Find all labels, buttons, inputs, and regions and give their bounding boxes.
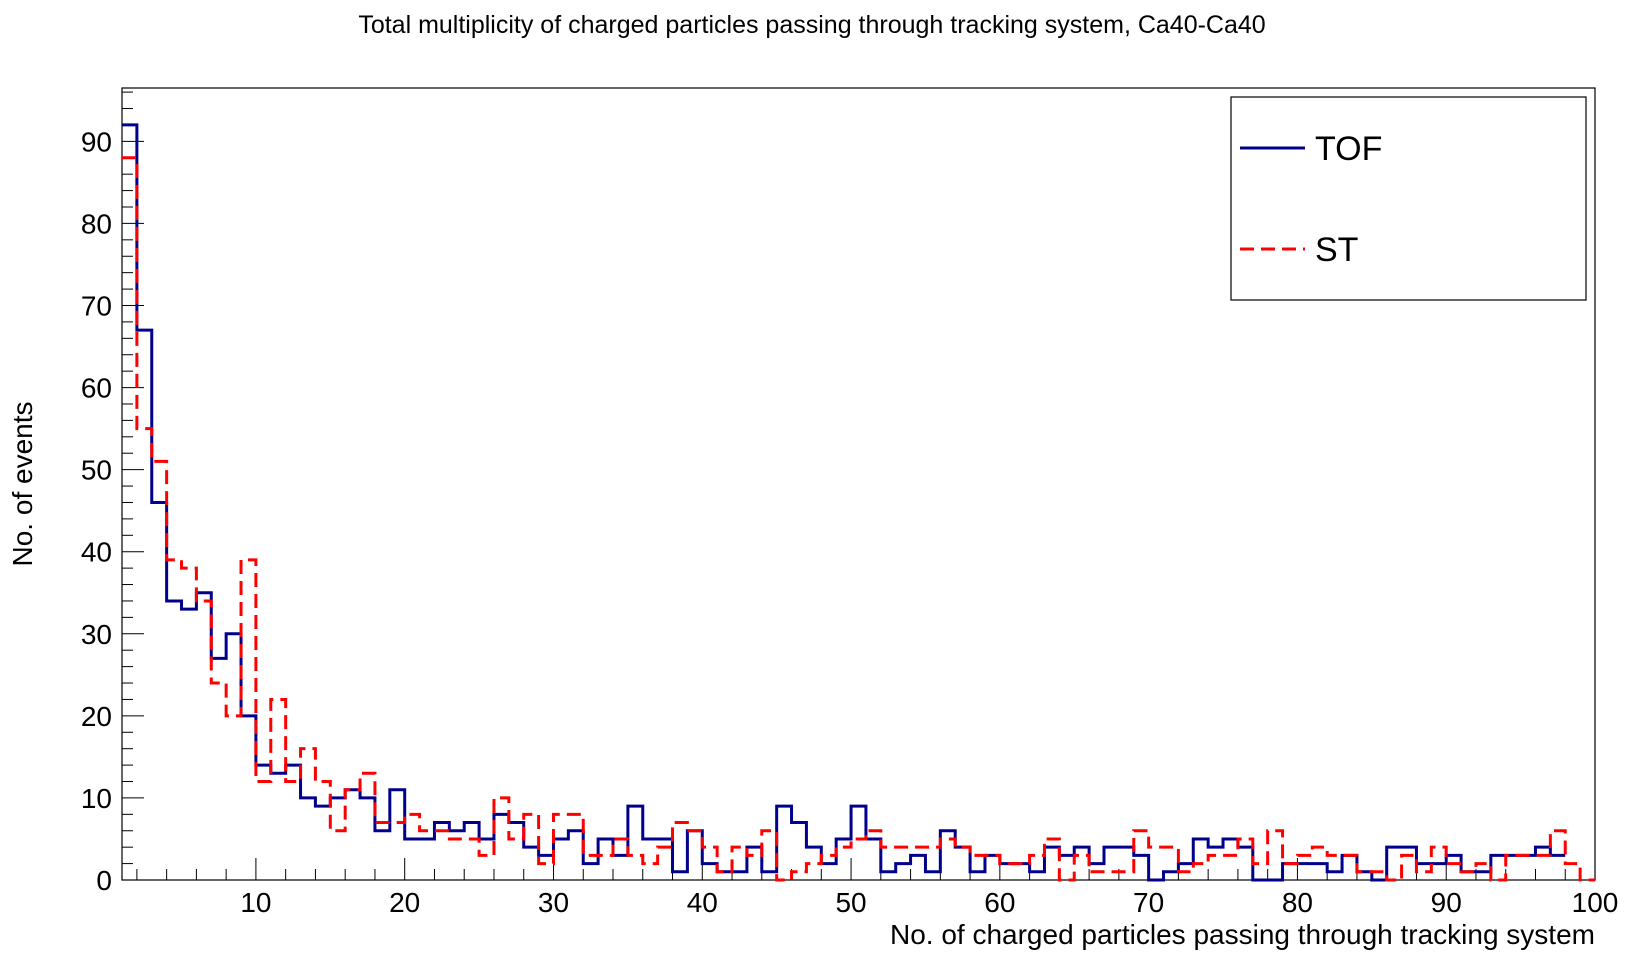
x-axis-label: No. of charged particles passing through… (890, 919, 1595, 950)
plot-frame (121, 87, 1596, 881)
y-tick-label: 10 (81, 783, 112, 814)
x-tick-label: 70 (1133, 887, 1164, 918)
x-tick-label: 60 (984, 887, 1015, 918)
y-tick-label: 50 (81, 455, 112, 486)
y-tick-label: 0 (96, 865, 112, 896)
y-tick-labels: 0 10 20 30 40 50 60 70 80 90 (81, 126, 112, 896)
legend: TOF ST (1230, 96, 1587, 301)
x-tick-label: 100 (1572, 887, 1619, 918)
x-tick-label: 30 (538, 887, 569, 918)
x-tick-label: 80 (1282, 887, 1313, 918)
series-line-st (122, 156, 1595, 882)
y-axis-label: No. of events (7, 402, 38, 567)
y-tick-label: 70 (81, 290, 112, 321)
y-tick-label: 60 (81, 373, 112, 404)
x-tick-label: 90 (1431, 887, 1462, 918)
legend-label-tof: TOF (1315, 130, 1382, 168)
x-tick-label: 40 (687, 887, 718, 918)
data-series (122, 123, 1595, 882)
x-tick-label: 10 (240, 887, 271, 918)
x-tick-label: 20 (389, 887, 420, 918)
y-tick-label: 30 (81, 619, 112, 650)
y-tick-label: 20 (81, 701, 112, 732)
y-tick-label: 80 (81, 208, 112, 239)
x-tick-labels: 10 20 30 40 50 60 70 80 90 100 (240, 887, 1618, 918)
axis-ticks (122, 91, 1596, 881)
y-tick-label: 90 (81, 126, 112, 157)
y-tick-label: 40 (81, 537, 112, 568)
chart-title: Total multiplicity of charged particles … (358, 11, 1265, 39)
legend-label-st: ST (1315, 231, 1358, 269)
legend-box (1230, 96, 1587, 301)
x-tick-label: 50 (835, 887, 866, 918)
